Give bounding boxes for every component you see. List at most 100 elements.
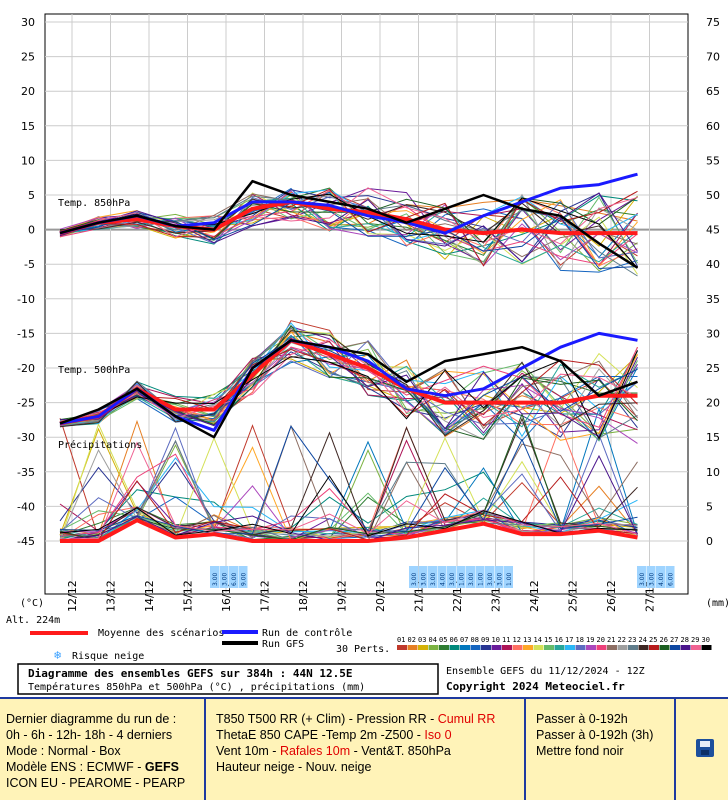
- pert-number: 08: [471, 636, 479, 644]
- pert-number: 24: [639, 636, 647, 644]
- param-cumul-rr[interactable]: Cumul RR: [437, 712, 496, 726]
- model-links[interactable]: Modèle ENS : ECMWF -: [6, 760, 145, 774]
- precip-total-label: 6.00: [231, 572, 238, 586]
- precip-total-label: 6.00: [668, 572, 675, 586]
- y-tick-left: -40: [17, 500, 35, 513]
- precip-total-label: 3.00: [487, 572, 494, 586]
- pert-number: 03: [418, 636, 426, 644]
- switch-0-192h-3h[interactable]: Passer à 0-192h (3h): [536, 728, 654, 742]
- model-row[interactable]: Modèle ENS : ECMWF - GEFS: [6, 759, 200, 775]
- precip-total-label: 1.00: [459, 572, 466, 586]
- mode-label: Mode :: [6, 744, 48, 758]
- perturbation-line-precip: [59, 475, 638, 537]
- pert-color-swatch: [638, 645, 649, 650]
- y-tick-right: 65: [706, 85, 720, 98]
- param-t850-pression[interactable]: T850 T500 RR (+ Clim) - Pression RR -: [216, 712, 438, 726]
- x-tick: 20/12: [374, 580, 387, 612]
- precip-total-label: 1.00: [478, 572, 485, 586]
- y-tick-right: 50: [706, 189, 720, 202]
- y-tick-right: 70: [706, 51, 720, 64]
- pert-number: 25: [649, 636, 657, 644]
- param-thetae[interactable]: ThetaE 850 CAPE -Temp 2m -Z500 -: [216, 728, 425, 742]
- y-tick-right: 40: [706, 258, 720, 271]
- parameter-column: T850 T500 RR (+ Clim) - Pression RR - Cu…: [206, 699, 526, 800]
- perturbation-line-precip: [59, 476, 638, 541]
- pert-number: 26: [660, 636, 668, 644]
- y-tick-left: 15: [21, 120, 35, 133]
- save-column: [676, 699, 728, 800]
- dark-background-toggle[interactable]: Mettre fond noir: [536, 744, 624, 758]
- pert-color-swatch: [397, 645, 407, 650]
- precip-total-label: 3.00: [497, 572, 504, 586]
- legend-perts-label: 30 Perts.: [336, 644, 390, 655]
- pert-color-swatch: [596, 645, 607, 650]
- pert-color-swatch: [533, 645, 544, 650]
- legend-control-label: Run de contrôle: [262, 627, 352, 639]
- model-gefs-active[interactable]: GEFS: [144, 760, 179, 774]
- copyright: Copyright 2024 Meteociel.fr: [446, 680, 625, 693]
- pert-number: 04: [429, 636, 437, 644]
- pert-number: 05: [439, 636, 447, 644]
- perturbation-line-precip: [59, 412, 638, 542]
- y-tick-left: 5: [28, 189, 35, 202]
- pert-number: 02: [408, 636, 416, 644]
- pert-number: 22: [618, 636, 626, 644]
- pert-color-swatch: [428, 645, 439, 650]
- precip-total-box: [485, 566, 494, 588]
- x-tick: 13/12: [105, 580, 118, 612]
- pert-number: 09: [481, 636, 489, 644]
- param-row-1[interactable]: T850 T500 RR (+ Clim) - Pression RR - Cu…: [216, 711, 520, 727]
- param-vent10m[interactable]: Vent 10m -: [216, 744, 280, 758]
- precip-total-label: 3.00: [468, 572, 475, 586]
- precip-total-box: [210, 566, 219, 588]
- precip-total-box: [656, 566, 665, 588]
- pert-color-swatch: [701, 645, 712, 650]
- legend-gfs-label: Run GFS: [262, 639, 304, 650]
- pert-color-swatch: [575, 645, 586, 650]
- pert-number: 27: [670, 636, 678, 644]
- precip-total-label: 4.00: [658, 572, 665, 586]
- run-hours-links[interactable]: 0h - 6h - 12h- 18h - 4 derniers: [6, 728, 173, 742]
- param-row-2[interactable]: ThetaE 850 CAPE -Temp 2m -Z500 - Iso 0: [216, 727, 520, 743]
- x-tick: 22/12: [451, 580, 464, 612]
- model-row-2[interactable]: ICON EU - PEAROME - PEARP: [6, 776, 186, 790]
- pert-color-swatch: [491, 645, 502, 650]
- y-tick-right: 30: [706, 327, 720, 340]
- pert-color-swatch: [659, 645, 670, 650]
- legend-snow-label: Risque neige: [72, 651, 144, 662]
- pert-number: 07: [460, 636, 468, 644]
- mode-value[interactable]: Normal - Box: [47, 744, 121, 758]
- switch-0-192h[interactable]: Passer à 0-192h: [536, 712, 628, 726]
- series-line-precip: [60, 518, 638, 543]
- precip-total-box: [637, 566, 646, 588]
- precip-total-label: 4.00: [440, 572, 447, 586]
- param-vent850[interactable]: - Vent&T. 850hPa: [350, 744, 451, 758]
- y-tick-right: 5: [706, 500, 713, 513]
- pert-color-swatch: [670, 645, 680, 650]
- legend-mean-label: Moyenne des scénarios: [98, 627, 224, 639]
- x-tick: 24/12: [528, 580, 541, 612]
- precip-total-label: 3.00: [639, 572, 646, 586]
- pert-number: 18: [576, 636, 584, 644]
- pert-color-swatch: [649, 645, 659, 650]
- pert-color-swatch: [502, 645, 512, 650]
- pert-color-swatch: [628, 645, 638, 650]
- precip-total-label: 3.00: [430, 572, 437, 586]
- y-tick-left: 20: [21, 85, 35, 98]
- mode-row[interactable]: Mode : Normal - Box: [6, 743, 200, 759]
- series-line-t850: [59, 179, 639, 269]
- precip-total-label: 3.00: [449, 572, 456, 586]
- pert-number: 06: [450, 636, 458, 644]
- x-tick: 25/12: [567, 580, 580, 612]
- param-rafales[interactable]: Rafales 10m: [279, 744, 351, 758]
- y-tick-right: 75: [706, 16, 720, 29]
- param-row-3[interactable]: Vent 10m - Rafales 10m - Vent&T. 850hPa: [216, 743, 520, 759]
- title-box: [17, 663, 439, 695]
- precip-total-box: [494, 566, 504, 588]
- pert-color-swatch: [617, 645, 628, 650]
- param-row-4[interactable]: Hauteur neige - Nouv. neige: [216, 760, 372, 774]
- floppy-disk-icon[interactable]: [696, 739, 714, 757]
- param-iso0[interactable]: Iso 0: [424, 728, 452, 742]
- pert-number: 20: [597, 636, 605, 644]
